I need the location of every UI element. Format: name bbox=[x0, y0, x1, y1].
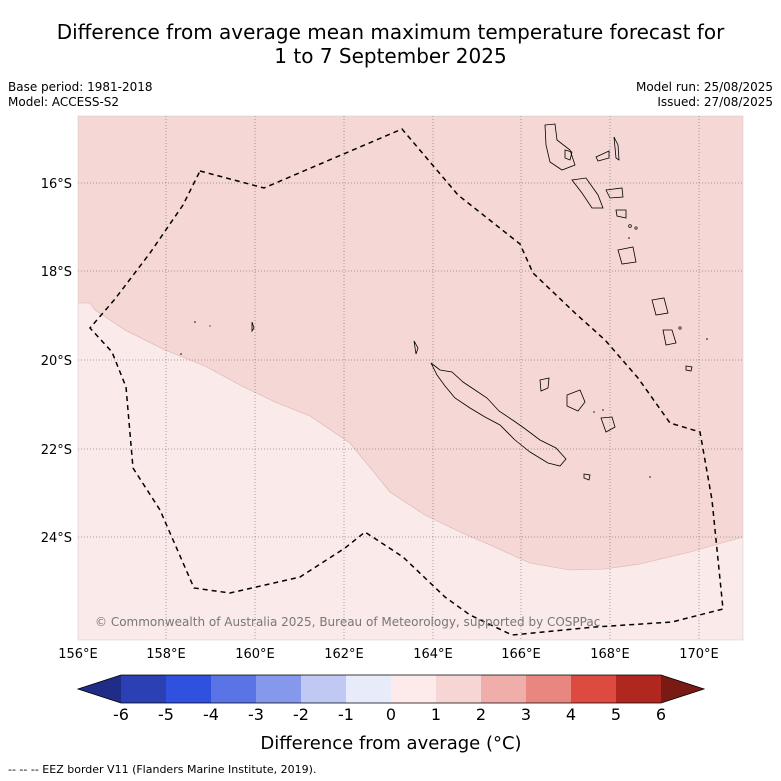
islet bbox=[209, 325, 211, 327]
tanna-island bbox=[662, 329, 677, 346]
lon-label: 158°E bbox=[146, 647, 186, 662]
eez-footnote: -- -- -- EEZ border V11 (Flanders Marine… bbox=[8, 763, 317, 776]
colorbar-title: Difference from average (°C) bbox=[260, 733, 521, 754]
colorbar-tick-label: 2 bbox=[476, 705, 486, 724]
colorbar-min-extension bbox=[78, 675, 121, 703]
base-period-text: Base period: 1981-2018 bbox=[8, 80, 153, 94]
efate-island bbox=[617, 246, 637, 265]
colorbar-max-extension bbox=[661, 675, 704, 703]
map-title-line-2: 1 to 7 September 2025 bbox=[274, 44, 507, 68]
colorbar-tick-labels: -6 -5 -4 -3 -2 -1 0 1 2 3 4 5 6 bbox=[113, 705, 666, 724]
model-run-text: Model run: 25/08/2025 bbox=[635, 80, 773, 94]
islet bbox=[593, 411, 595, 413]
ouvea-island bbox=[539, 377, 550, 392]
islet bbox=[634, 226, 638, 230]
colorbar-segment bbox=[391, 675, 436, 703]
epi-island bbox=[615, 209, 627, 219]
copyright-text: © Commonwealth of Australia 2025, Bureau… bbox=[95, 615, 600, 629]
islet bbox=[649, 476, 651, 478]
malakula-island bbox=[571, 177, 604, 209]
colorbar-segment bbox=[571, 675, 616, 703]
erromango-island bbox=[651, 297, 669, 316]
lat-label: 22°S bbox=[41, 443, 72, 458]
lon-label: 168°E bbox=[590, 647, 630, 662]
colorbar-tick-label: -3 bbox=[248, 705, 264, 724]
metadata-left: Base period: 1981-2018 Model: ACCESS-S2 bbox=[8, 80, 153, 110]
belep-islands bbox=[413, 340, 419, 355]
colorbar-segment bbox=[481, 675, 526, 703]
lat-label: 18°S bbox=[41, 265, 72, 280]
aneityum-island bbox=[685, 365, 693, 372]
colorbar bbox=[76, 674, 706, 704]
metadata-right: Model run: 25/08/2025 Issued: 27/08/2025 bbox=[636, 80, 773, 110]
colorbar-tick-label: 4 bbox=[566, 705, 576, 724]
latitude-labels: 16°S 18°S 20°S 22°S 24°S bbox=[41, 177, 72, 546]
colorbar-segment bbox=[301, 675, 346, 703]
lon-label: 170°E bbox=[679, 647, 719, 662]
espiritu-santo bbox=[544, 123, 576, 171]
map-area bbox=[78, 116, 743, 640]
islet bbox=[602, 409, 604, 411]
isle-of-pines bbox=[583, 473, 591, 481]
islet bbox=[706, 338, 708, 340]
islet bbox=[628, 224, 632, 228]
islet bbox=[678, 326, 682, 330]
colorbar-segment bbox=[616, 675, 661, 703]
islet bbox=[194, 321, 196, 323]
ambrym-island bbox=[605, 187, 624, 199]
lon-label: 162°E bbox=[324, 647, 364, 662]
colorbar-tick-label: -5 bbox=[158, 705, 174, 724]
colorbar-segment bbox=[211, 675, 256, 703]
colorbar-tick-label: -2 bbox=[293, 705, 309, 724]
lat-label: 20°S bbox=[41, 354, 72, 369]
longitude-labels: 156°E 158°E 160°E 162°E 164°E 166°E 168°… bbox=[58, 647, 719, 662]
colorbar-segment bbox=[256, 675, 301, 703]
map-frame bbox=[77, 115, 744, 641]
chesterfield-islets bbox=[251, 321, 255, 333]
maewo-island bbox=[613, 136, 620, 161]
lat-label: 24°S bbox=[41, 531, 72, 546]
colorbar-segment bbox=[346, 675, 391, 703]
ambae-island bbox=[595, 150, 610, 162]
lon-label: 166°E bbox=[501, 647, 541, 662]
model-text: Model: ACCESS-S2 bbox=[8, 95, 120, 109]
colorbar-tick-label: 6 bbox=[656, 705, 666, 724]
map-title-line-1: Difference from average mean maximum tem… bbox=[56, 20, 725, 44]
issued-text: Issued: 27/08/2025 bbox=[657, 95, 773, 109]
eez-border bbox=[88, 128, 724, 636]
colorbar-segment bbox=[526, 675, 571, 703]
colorbar-tick-label: 3 bbox=[521, 705, 531, 724]
colorbar-segment bbox=[166, 675, 211, 703]
mare-island bbox=[600, 416, 616, 433]
gridlines bbox=[78, 116, 743, 640]
anomaly-band-1-to-2 bbox=[78, 116, 743, 570]
colorbar-tick-label: -4 bbox=[203, 705, 219, 724]
lat-label: 16°S bbox=[41, 177, 72, 192]
islet bbox=[628, 237, 630, 239]
lon-label: 156°E bbox=[58, 647, 98, 662]
colorbar-outline bbox=[76, 674, 706, 704]
colorbar-tick-label: 1 bbox=[431, 705, 441, 724]
islet bbox=[180, 353, 182, 355]
colorbar-tick-label: 5 bbox=[611, 705, 621, 724]
colorbar-segment bbox=[121, 675, 166, 703]
lon-label: 160°E bbox=[235, 647, 275, 662]
new-caledonia-grande-terre bbox=[430, 362, 567, 467]
colorbar-tick-label: -6 bbox=[113, 705, 129, 724]
lon-label: 164°E bbox=[413, 647, 453, 662]
lifou-island bbox=[566, 389, 586, 412]
colorbar-tick-label: -1 bbox=[338, 705, 354, 724]
malo-island bbox=[564, 149, 573, 161]
colorbar-tick-label: 0 bbox=[386, 705, 396, 724]
band-boundary bbox=[78, 302, 743, 571]
colorbar-segment bbox=[436, 675, 481, 703]
